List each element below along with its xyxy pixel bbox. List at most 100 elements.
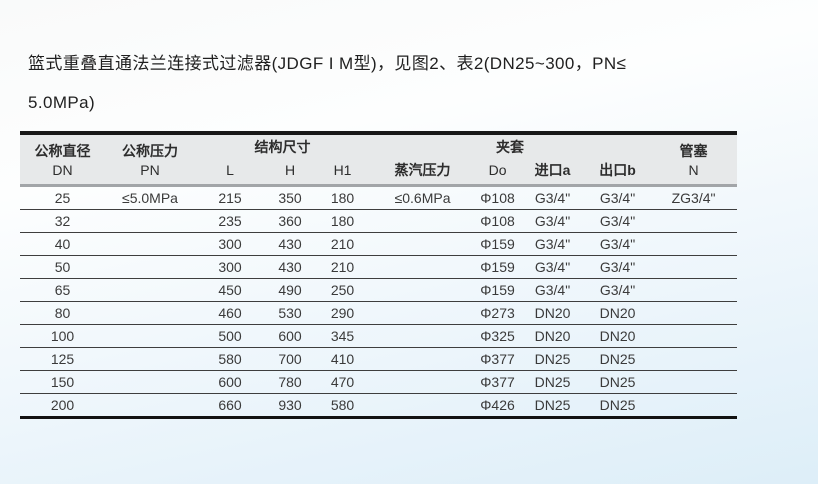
cell-h1: 250 bbox=[330, 282, 355, 298]
cell-h1: 210 bbox=[330, 259, 355, 275]
cell-h1: 180 bbox=[330, 190, 355, 206]
cell-plug bbox=[650, 325, 737, 348]
header-jacket: 夹套 bbox=[496, 139, 525, 155]
table-row: 100 500 600 345 Φ325 DN20 DN20 bbox=[20, 325, 738, 348]
table-header: 公称直径 DN 公称压力 PN 结构尺寸 夹套 管塞 N L H H1 蒸汽压力… bbox=[20, 133, 738, 186]
header-nominal-pressure-en: PN bbox=[140, 161, 160, 178]
cell-plug bbox=[650, 233, 737, 256]
table-row: 200 660 930 580 Φ426 DN25 DN25 bbox=[20, 394, 738, 418]
table-row: 25 ≤5.0MPa 215 350 180 ≤0.6MPa Φ108 G3/4" G3/4" Z… bbox=[20, 186, 738, 210]
header-col-h1: H1 bbox=[333, 162, 352, 178]
table-row: 65 450 490 250 Φ159 G3/4" G3/4" bbox=[20, 279, 738, 302]
cell-inlet: DN20 bbox=[534, 328, 571, 344]
cell-pn bbox=[105, 279, 195, 302]
cell-inlet: G3/4" bbox=[534, 190, 571, 206]
cell-inlet: DN25 bbox=[534, 374, 571, 390]
cell-dn: 200 bbox=[50, 397, 75, 413]
cell-h1: 470 bbox=[330, 374, 355, 390]
cell-inlet: G3/4" bbox=[534, 236, 571, 252]
cell-l: 450 bbox=[218, 282, 242, 298]
cell-steam bbox=[370, 348, 475, 371]
cell-h: 430 bbox=[278, 236, 302, 252]
header-outlet-b: 出口b bbox=[599, 162, 636, 178]
cell-l: 235 bbox=[218, 213, 242, 229]
cell-do: Φ159 bbox=[480, 259, 515, 275]
cell-dn: 40 bbox=[54, 236, 71, 252]
cell-dn: 50 bbox=[54, 259, 71, 275]
cell-l: 580 bbox=[218, 351, 242, 367]
cell-do: Φ159 bbox=[480, 236, 515, 252]
cell-steam: ≤0.6MPa bbox=[394, 190, 451, 206]
header-col-h: H bbox=[284, 162, 296, 178]
cell-outlet: G3/4" bbox=[599, 236, 636, 252]
cell-steam bbox=[370, 233, 475, 256]
header-pipe-plug-en: N bbox=[688, 161, 699, 178]
cell-pn bbox=[105, 233, 195, 256]
cell-pn bbox=[105, 302, 195, 325]
cell-l: 500 bbox=[218, 328, 242, 344]
header-nominal-diameter-en: DN bbox=[52, 161, 73, 178]
cell-steam bbox=[370, 325, 475, 348]
cell-outlet: DN25 bbox=[599, 351, 636, 367]
cell-l: 660 bbox=[218, 397, 242, 413]
header-pipe-plug: 管塞 N bbox=[650, 133, 737, 186]
cell-h: 930 bbox=[278, 397, 302, 413]
cell-h: 530 bbox=[278, 305, 302, 321]
header-nominal-pressure: 公称压力 PN bbox=[105, 133, 195, 186]
cell-do: Φ108 bbox=[480, 190, 515, 206]
cell-inlet: DN20 bbox=[534, 305, 571, 321]
cell-pn bbox=[105, 371, 195, 394]
cell-plug bbox=[650, 279, 737, 302]
cell-h: 360 bbox=[278, 213, 302, 229]
cell-plug bbox=[650, 302, 737, 325]
cell-l: 300 bbox=[218, 236, 242, 252]
cell-h: 350 bbox=[278, 190, 302, 206]
cell-h1: 290 bbox=[330, 305, 355, 321]
cell-plug bbox=[650, 256, 737, 279]
cell-do: Φ426 bbox=[480, 397, 515, 413]
cell-steam bbox=[370, 256, 475, 279]
header-nominal-diameter: 公称直径 DN bbox=[20, 133, 105, 186]
cell-h1: 180 bbox=[330, 213, 355, 229]
cell-do: Φ377 bbox=[480, 374, 515, 390]
cell-h: 430 bbox=[278, 259, 302, 275]
cell-do: Φ377 bbox=[480, 351, 515, 367]
cell-pn bbox=[105, 348, 195, 371]
cell-steam bbox=[370, 302, 475, 325]
cell-h1: 345 bbox=[330, 328, 355, 344]
cell-outlet: DN20 bbox=[599, 305, 636, 321]
cell-pn bbox=[105, 256, 195, 279]
header-nominal-pressure-cn: 公称压力 bbox=[122, 142, 178, 159]
cell-h: 780 bbox=[278, 374, 302, 390]
header-group-row: 公称直径 DN 公称压力 PN 结构尺寸 夹套 管塞 N bbox=[20, 133, 737, 178]
cell-outlet: DN25 bbox=[599, 374, 636, 390]
cell-do: Φ325 bbox=[480, 328, 515, 344]
intro-text-line1: 篮式重叠直通法兰连接式过滤器(JDGF I M型)，见图2、表2(DN25~30… bbox=[28, 54, 627, 73]
header-steam-pressure: 蒸汽压力 bbox=[394, 162, 451, 178]
cell-inlet: G3/4" bbox=[534, 282, 571, 298]
table-row: 50 300 430 210 Φ159 G3/4" G3/4" bbox=[20, 256, 738, 279]
cell-outlet: G3/4" bbox=[599, 213, 636, 229]
cell-l: 215 bbox=[218, 190, 242, 206]
table-row: 80 460 530 290 Φ273 DN20 DN20 bbox=[20, 302, 738, 325]
cell-h: 490 bbox=[278, 282, 302, 298]
header-inlet-a: 进口a bbox=[534, 162, 571, 178]
intro-text-line2: 5.0MPa) bbox=[28, 93, 96, 112]
cell-dn: 65 bbox=[54, 282, 71, 298]
cell-l: 600 bbox=[218, 374, 242, 390]
cell-do: Φ159 bbox=[480, 282, 515, 298]
cell-l: 460 bbox=[218, 305, 242, 321]
cell-h: 700 bbox=[278, 351, 302, 367]
table-body: 25 ≤5.0MPa 215 350 180 ≤0.6MPa Φ108 G3/4" G3/4" Z… bbox=[20, 186, 738, 418]
cell-h1: 580 bbox=[330, 397, 355, 413]
cell-plug bbox=[650, 394, 737, 418]
header-structure-dimensions: 结构尺寸 bbox=[254, 139, 311, 155]
cell-pn bbox=[105, 325, 195, 348]
cell-pn bbox=[105, 394, 195, 418]
table-row: 150 600 780 470 Φ377 DN25 DN25 bbox=[20, 371, 738, 394]
cell-inlet: DN25 bbox=[534, 351, 571, 367]
cell-l: 300 bbox=[218, 259, 242, 275]
cell-h: 600 bbox=[278, 328, 302, 344]
cell-plug bbox=[650, 210, 737, 233]
